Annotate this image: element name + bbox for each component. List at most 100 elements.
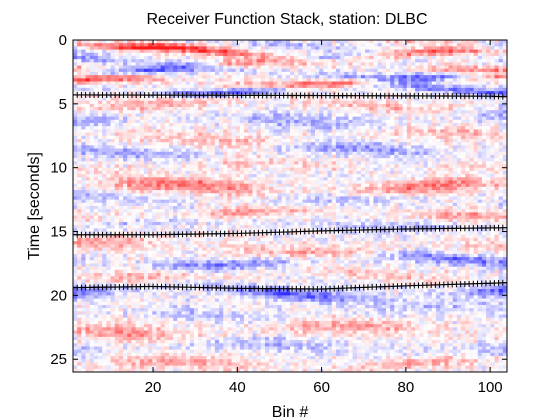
heatmap-cell <box>81 225 86 229</box>
heatmap-cell <box>93 298 99 303</box>
heatmap-cell <box>131 346 136 351</box>
heatmap-cell <box>227 301 232 306</box>
heatmap-cell <box>152 285 157 290</box>
heatmap-cell <box>231 110 237 114</box>
heatmap-cell <box>127 94 132 98</box>
heatmap-cell <box>231 273 237 277</box>
heatmap-cell <box>148 336 153 341</box>
heatmap-cell <box>98 343 103 347</box>
heatmap-cell <box>214 100 220 105</box>
heatmap-cell <box>194 87 199 92</box>
heatmap-cell <box>73 202 78 207</box>
heatmap-cell <box>160 263 166 268</box>
heatmap-cell <box>256 247 262 252</box>
heatmap-cell <box>244 362 249 367</box>
heatmap-cell <box>202 244 207 248</box>
heatmap-cell <box>106 158 111 162</box>
heatmap-cell <box>98 269 103 274</box>
heatmap-cell <box>269 81 274 86</box>
heatmap-cell <box>160 244 166 248</box>
heatmap-cell <box>131 193 136 197</box>
heatmap-cell <box>110 116 116 121</box>
heatmap-cell <box>269 196 274 201</box>
heatmap-cell <box>173 295 178 299</box>
heatmap-cell <box>231 314 237 319</box>
heatmap-cell <box>98 68 103 73</box>
heatmap-cell <box>73 218 78 223</box>
heatmap-cell <box>189 327 195 331</box>
heatmap-cell <box>152 330 157 335</box>
heatmap-cell <box>185 340 191 344</box>
heatmap-cell <box>93 100 99 105</box>
heatmap-cell <box>235 62 241 66</box>
heatmap-cell <box>89 289 95 293</box>
heatmap-cell <box>73 154 78 159</box>
heatmap-cell <box>181 132 187 137</box>
heatmap-cell <box>264 180 270 185</box>
heatmap-cell <box>214 174 220 178</box>
heatmap-cell <box>156 43 162 47</box>
heatmap-cell <box>189 129 195 133</box>
heatmap-cell <box>231 138 237 143</box>
heatmap-cell <box>135 340 141 344</box>
heatmap-cell <box>164 285 170 290</box>
heatmap-cell <box>114 87 120 92</box>
heatmap-cell <box>143 295 149 299</box>
heatmap-cell <box>106 129 111 133</box>
heatmap-cell <box>185 91 191 95</box>
heatmap-cell <box>198 151 203 156</box>
heatmap-cell <box>127 167 132 172</box>
heatmap-cell <box>73 126 78 130</box>
heatmap-cell <box>168 333 174 338</box>
heatmap-cell <box>227 304 232 309</box>
heatmap-cell <box>219 196 224 201</box>
heatmap-cell <box>189 145 195 149</box>
heatmap-cell <box>206 151 212 156</box>
heatmap-cell <box>214 215 220 220</box>
heatmap-cell <box>98 301 103 306</box>
heatmap-cell <box>231 266 237 271</box>
heatmap-cell <box>223 273 228 277</box>
heatmap-cell <box>118 145 124 149</box>
heatmap-cell <box>235 304 241 309</box>
heatmap-cell <box>181 135 187 140</box>
heatmap-cell <box>118 84 124 89</box>
heatmap-cell <box>85 301 91 306</box>
heatmap-cell <box>98 333 103 338</box>
heatmap-cell <box>244 320 249 325</box>
heatmap-cell <box>160 170 166 175</box>
heatmap-cell <box>73 199 78 204</box>
heatmap-cell <box>160 247 166 252</box>
heatmap-cell <box>118 142 124 146</box>
heatmap-cell <box>173 158 178 162</box>
heatmap-cell <box>168 269 174 274</box>
heatmap-cell <box>148 68 153 73</box>
heatmap-cell <box>223 327 228 331</box>
heatmap-cell <box>85 228 91 232</box>
heatmap-cell <box>93 148 99 153</box>
heatmap-cell <box>231 225 237 229</box>
heatmap-cell <box>256 206 262 210</box>
heatmap-cell <box>235 180 241 185</box>
heatmap-cell <box>214 129 220 133</box>
heatmap-cell <box>198 320 203 325</box>
heatmap-cell <box>106 174 111 178</box>
heatmap-cell <box>89 75 95 79</box>
heatmap-cell <box>194 71 199 76</box>
heatmap-cell <box>235 301 241 306</box>
heatmap-cell <box>260 49 266 54</box>
heatmap-cell <box>202 84 207 89</box>
heatmap-cell <box>98 135 103 140</box>
heatmap-cell <box>164 356 170 360</box>
heatmap-cell <box>106 311 111 315</box>
heatmap-cell <box>248 362 253 367</box>
heatmap-cell <box>248 359 253 363</box>
heatmap-cell <box>110 330 116 335</box>
heatmap-cell <box>98 142 103 146</box>
heatmap-cell <box>194 260 199 264</box>
heatmap-cell <box>118 346 124 351</box>
heatmap-cell <box>73 253 78 258</box>
heatmap-cell <box>118 289 124 293</box>
heatmap-cell <box>139 218 145 223</box>
heatmap-cell <box>260 119 266 124</box>
